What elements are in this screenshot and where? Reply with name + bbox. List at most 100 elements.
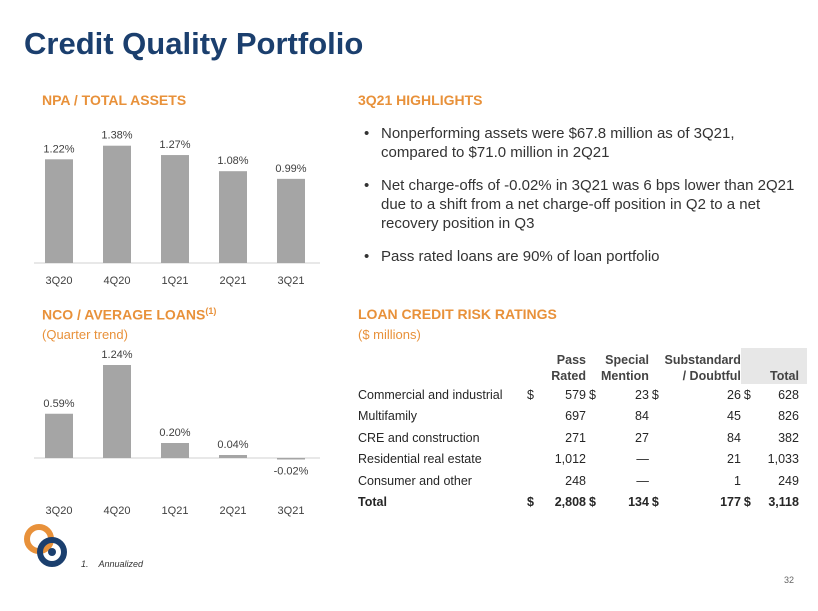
bullet-icon: •	[364, 125, 370, 142]
x-tick-label: 3Q20	[46, 275, 73, 287]
bullet-icon: •	[364, 248, 370, 265]
x-tick-label: 1Q21	[162, 505, 189, 517]
npa-chart: 1.22% 3Q20 1.38% 4Q20 1.27% 1Q21 1.08% 2Q21 0.99…	[34, 130, 320, 287]
col-pass-rated: Pass Rated	[551, 353, 586, 383]
dollar-sign	[741, 406, 756, 428]
data-label: 1.08%	[217, 155, 248, 167]
dollar-sign: $	[743, 387, 751, 402]
data-label: 0.04%	[217, 439, 248, 451]
cell-total: 382	[778, 430, 799, 445]
highlight-item: • Nonperforming assets were $67.8 million…	[364, 125, 735, 161]
dollar-sign: $	[527, 495, 534, 510]
table-row: Consumer and other 248 — 1 249	[358, 470, 807, 492]
dollar-sign	[524, 470, 539, 492]
row-label: CRE and construction	[358, 430, 480, 445]
table-row: Multifamily 697 84 45 826	[358, 406, 807, 428]
dollar-sign	[524, 449, 539, 471]
bar-3q20	[45, 413, 73, 458]
cell-pass-rated: 1,012	[554, 452, 586, 467]
dollar-sign: $	[743, 495, 751, 510]
dollar-sign: $	[527, 387, 534, 402]
dollar-sign: $	[651, 495, 659, 510]
cell-substandard: 84	[727, 430, 741, 445]
bar-3q21	[277, 458, 305, 460]
cell-pass-rated: 697	[565, 409, 586, 424]
dollar-sign	[741, 427, 756, 449]
highlight-item: • Net charge-offs of -0.02% in 3Q21 was 6…	[364, 177, 795, 232]
data-label: 1.38%	[101, 130, 132, 142]
risk-table-subtitle: ($ millions)	[358, 327, 421, 342]
nco-chart: 0.59% 3Q20 1.24% 4Q20 0.20% 1Q21 0.04% 2Q21 -0.0…	[34, 349, 320, 517]
bar-3q21	[277, 178, 305, 263]
row-label: Consumer and other	[358, 473, 472, 488]
cell-total: 3,118	[768, 495, 799, 510]
data-label: 0.20%	[159, 427, 190, 439]
highlight-item: • Pass rated loans are 90% of loan portfo…	[364, 248, 660, 265]
dollar-sign	[586, 449, 601, 471]
page-number: 32	[783, 575, 794, 585]
dollar-sign	[649, 406, 664, 428]
data-label: 0.99%	[275, 163, 306, 175]
cell-special-mention: 84	[635, 409, 649, 424]
dollar-sign	[649, 427, 664, 449]
dollar-sign	[741, 470, 756, 492]
row-label: Total	[358, 495, 387, 510]
cell-substandard: 177	[720, 495, 741, 510]
table-row: Commercial and industrial $579 $23 $26 $628	[358, 384, 807, 406]
x-tick-label: 3Q21	[278, 505, 305, 517]
risk-table-header: Pass Rated Special Mention Substandard / Do…	[358, 348, 807, 384]
table-row: CRE and construction 271 27 84 382	[358, 427, 807, 449]
row-label: Residential real estate	[358, 452, 482, 467]
cell-special-mention: 27	[635, 430, 649, 445]
cell-special-mention: —	[636, 473, 649, 488]
data-label: 1.24%	[101, 349, 132, 361]
cell-substandard: 1	[733, 473, 741, 488]
cell-total: 628	[778, 387, 799, 402]
dollar-sign	[649, 449, 664, 471]
cell-pass-rated: 579	[565, 387, 586, 402]
cell-total: 249	[778, 473, 799, 488]
bar-4q20	[103, 145, 131, 263]
highlights-title: 3Q21 HIGHLIGHTS	[358, 92, 483, 108]
bar-2q21	[219, 171, 247, 263]
bar-3q20	[45, 159, 73, 263]
cell-pass-rated: 248	[565, 473, 586, 488]
x-tick-label: 2Q21	[220, 275, 247, 287]
cell-substandard: 21	[727, 452, 741, 467]
bullet-icon: •	[364, 177, 370, 194]
total-row: Total $2,808 $134 $177 $3,118	[358, 492, 807, 514]
data-label: 0.59%	[43, 398, 74, 410]
cell-total: 1,033	[767, 452, 799, 467]
risk-table: Pass Rated Special Mention Substandard / Do…	[358, 348, 807, 513]
nco-chart-subtitle: (Quarter trend)	[42, 327, 128, 342]
data-label: -0.02%	[274, 466, 309, 478]
cell-total: 826	[778, 409, 799, 424]
x-tick-label: 1Q21	[162, 275, 189, 287]
bar-2q21	[219, 455, 247, 458]
dollar-sign	[741, 449, 756, 471]
row-label: Multifamily	[358, 409, 418, 424]
dollar-sign	[586, 406, 601, 428]
data-label: 1.27%	[159, 139, 190, 151]
dollar-sign	[524, 427, 539, 449]
bar-4q20	[103, 365, 131, 458]
dollar-sign	[524, 406, 539, 428]
col-substandard: Substandard / Doubtful	[664, 353, 741, 383]
cell-pass-rated: 271	[565, 430, 586, 445]
company-logo-icon	[24, 524, 67, 567]
x-tick-label: 4Q20	[104, 275, 131, 287]
x-tick-label: 3Q21	[278, 275, 305, 287]
cell-special-mention: —	[636, 452, 649, 467]
col-total: Total	[755, 348, 807, 384]
nco-chart-title: NCO / AVERAGE LOANS(1)	[42, 306, 217, 323]
dollar-sign	[649, 470, 664, 492]
cell-substandard: 45	[727, 409, 741, 424]
dollar-sign	[586, 470, 601, 492]
bar-1q21	[161, 155, 189, 263]
dollar-sign: $	[589, 387, 596, 402]
data-label: 1.22%	[43, 143, 74, 155]
x-tick-label: 3Q20	[46, 505, 73, 517]
dollar-sign: $	[651, 387, 659, 402]
table-row: Residential real estate 1,012 — 21 1,033	[358, 449, 807, 471]
dollar-sign	[586, 427, 601, 449]
